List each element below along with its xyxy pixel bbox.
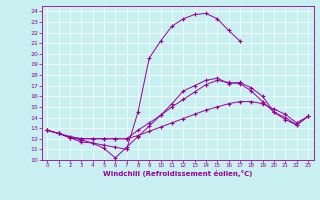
X-axis label: Windchill (Refroidissement éolien,°C): Windchill (Refroidissement éolien,°C) [103, 170, 252, 177]
